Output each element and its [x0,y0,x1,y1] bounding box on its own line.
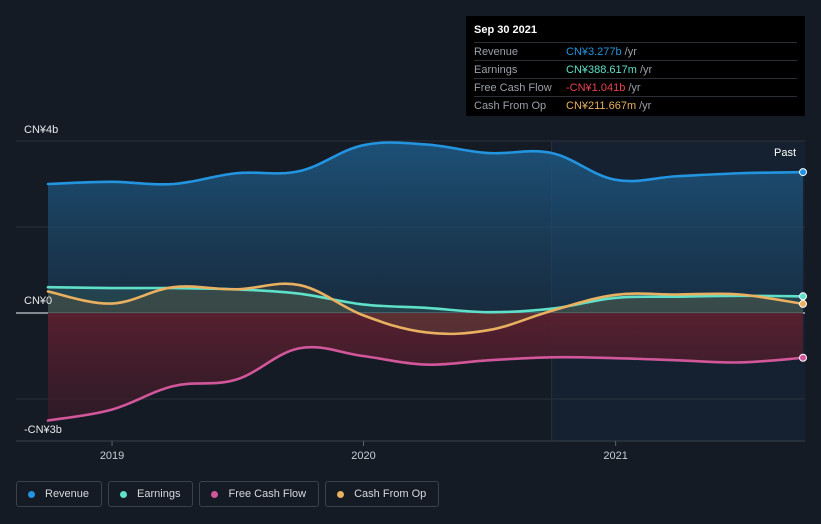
series-end-point-cash-from-op [799,299,807,308]
series-line-revenue [46,141,805,186]
y-axis-top-label: CN¥4b [24,124,59,136]
tooltip: Sep 30 2021 Revenue CN¥3.277b/yr Earnings C… [466,16,805,116]
series-line-free-cash-flow [46,345,805,422]
legend: Revenue Earnings Free Cash Flow Cash From O… [16,481,440,507]
tooltip-row: Cash From Op CN¥211.667m/yr [474,96,797,114]
legend-dot-icon [211,490,219,498]
legend-label: Revenue [45,488,90,500]
y-axis-zero-label: CN¥0 [24,295,53,307]
tooltip-row-name: Free Cash Flow [474,81,552,94]
tooltip-row: Revenue CN¥3.277b/yr [474,42,797,60]
legend-label: Earnings [137,488,181,500]
tooltip-row-unit: /yr [624,45,637,58]
legend-item-earnings[interactable]: Earnings [108,481,194,507]
tooltip-row-name: Earnings [474,63,518,76]
tooltip-row-unit: /yr [639,99,652,112]
tooltip-row-unit: /yr [628,81,641,94]
tooltip-row-value: CN¥388.617m [566,63,637,76]
x-tick-label: 2021 [603,450,627,462]
y-axis-bottom-label: -CN¥3b [24,424,62,436]
tooltip-row-value: -CN¥1.041b [566,81,626,94]
series-end-point-revenue [799,168,807,177]
legend-item-free-cash-flow[interactable]: Free Cash Flow [199,481,320,507]
tooltip-row-unit: /yr [639,63,653,76]
area-free-cash-flow [48,313,803,421]
tooltip-row-value: CN¥211.667m [566,99,637,112]
series-end-point-free-cash-flow [799,353,807,362]
legend-label: Cash From Op [354,488,427,500]
legend-dot-icon [337,490,345,498]
tooltip-row-value: CN¥3.277b [566,45,622,58]
tooltip-date: Sep 30 2021 [474,24,537,36]
series-end-point-earnings [799,292,807,301]
tooltip-row: Free Cash Flow -CN¥1.041b/yr [474,78,797,96]
tooltip-row-name: Revenue [474,45,519,58]
x-tick-label: 2020 [351,450,375,462]
legend-dot-icon [120,490,128,498]
series-line-cash-from-op [46,282,805,336]
legend-item-revenue[interactable]: Revenue [16,481,103,507]
area-revenue [48,142,803,313]
past-label: Past [774,147,797,159]
x-tick-label: 2019 [100,450,124,462]
tooltip-row-name: Cash From Op [474,99,547,112]
legend-item-cash-from-op[interactable]: Cash From Op [325,481,440,507]
legend-label: Free Cash Flow [228,488,307,500]
legend-dot-icon [28,490,35,498]
tooltip-row: Earnings CN¥388.617m/yr [474,60,797,78]
area-earnings [48,287,803,313]
